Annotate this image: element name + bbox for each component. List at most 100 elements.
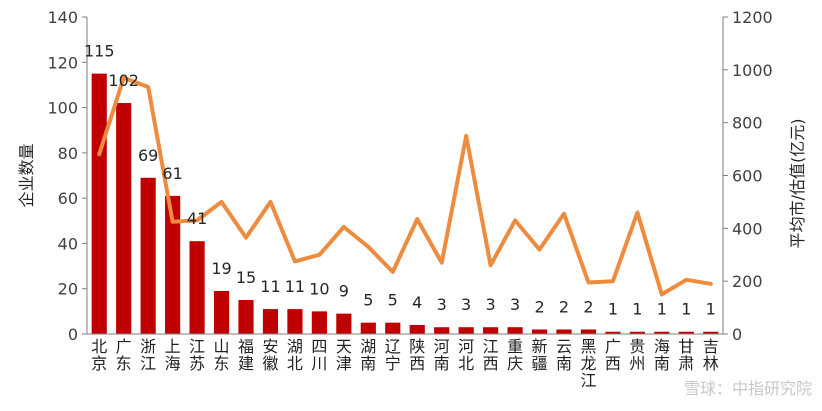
- data-label: 3: [461, 295, 471, 314]
- line-point: [661, 293, 663, 295]
- data-label: 3: [510, 295, 520, 314]
- left-tick-label: 120: [47, 53, 78, 72]
- right-tick-label: 200: [732, 272, 763, 291]
- data-label: 115: [84, 42, 115, 61]
- bar: [434, 327, 450, 334]
- data-label: 2: [534, 297, 544, 316]
- bar: [213, 290, 230, 334]
- bar: [91, 73, 107, 334]
- data-label: 1: [632, 300, 642, 319]
- bar: [654, 331, 670, 334]
- right-tick-label: 1200: [732, 8, 773, 27]
- category-label: 甘肃: [678, 337, 694, 373]
- line-point: [441, 262, 443, 264]
- line-series: [97, 75, 713, 297]
- bar: [629, 331, 645, 334]
- category-label: 安徽: [262, 337, 278, 373]
- data-label: 2: [583, 297, 593, 316]
- category-label: 广西: [605, 337, 621, 373]
- category-label: 天津: [336, 337, 352, 373]
- category-label: 陕西: [409, 337, 425, 373]
- category-label: 湖南: [360, 337, 376, 373]
- line-point: [367, 246, 369, 248]
- bar: [336, 313, 352, 334]
- data-label: 1: [706, 300, 716, 319]
- right-tick-label: 800: [732, 114, 763, 133]
- bar: [311, 311, 327, 334]
- bar: [507, 327, 523, 334]
- category-label: 江西: [483, 337, 499, 373]
- bar: [409, 324, 425, 334]
- data-label: 5: [363, 291, 373, 310]
- data-label: 11: [285, 277, 305, 296]
- bar: [165, 195, 181, 334]
- line-point: [587, 281, 589, 283]
- data-label: 3: [437, 295, 447, 314]
- line-point: [685, 279, 687, 281]
- right-tick-label: 1000: [732, 61, 773, 80]
- bar: [189, 241, 205, 334]
- bar: [678, 331, 694, 334]
- bar: [116, 103, 132, 335]
- category-label: 新疆: [532, 337, 548, 373]
- left-tick-label: 0: [68, 325, 78, 344]
- bar: [580, 329, 597, 334]
- left-tick-label: 100: [47, 99, 78, 118]
- line-point: [269, 201, 271, 203]
- line-point: [539, 248, 541, 250]
- line-point: [294, 260, 296, 262]
- data-label: 1: [657, 300, 667, 319]
- left-tick-label: 20: [58, 280, 78, 299]
- line-point: [392, 271, 394, 273]
- category-label: 浙江: [140, 337, 156, 373]
- data-label: 15: [236, 268, 256, 287]
- data-label: 3: [486, 295, 496, 314]
- line-point: [196, 219, 198, 221]
- category-label: 吉林: [703, 337, 719, 373]
- data-label: 11: [260, 277, 280, 296]
- data-label: 41: [187, 209, 207, 228]
- left-tick-label: 60: [58, 189, 78, 208]
- line-point: [490, 264, 492, 266]
- line-point: [343, 226, 345, 228]
- category-label: 山东: [214, 337, 230, 373]
- data-label: 61: [162, 164, 182, 183]
- bar: [262, 309, 279, 334]
- category-label: 海南: [654, 337, 670, 373]
- category-label: 广东: [116, 337, 132, 373]
- line-point: [514, 219, 516, 221]
- category-label: 上海: [165, 337, 181, 373]
- bar: [238, 300, 254, 334]
- line-point: [465, 135, 467, 137]
- line-point: [172, 221, 174, 223]
- category-label: 湖北: [287, 337, 303, 373]
- line-point: [147, 86, 149, 88]
- data-label: 69: [138, 146, 158, 165]
- data-label: 102: [108, 71, 139, 90]
- category-label: 河南: [434, 337, 450, 373]
- left-tick-label: 140: [47, 8, 78, 27]
- category-label: 江苏: [189, 337, 205, 373]
- data-label: 4: [412, 293, 422, 312]
- line-point: [636, 211, 638, 213]
- bar: [458, 327, 474, 334]
- watermark: 雪球：中指研究院: [684, 379, 812, 398]
- right-tick-label: 400: [732, 219, 763, 238]
- category-label: 福建: [238, 337, 254, 373]
- category-label: 北京: [91, 337, 107, 373]
- bar: [556, 329, 572, 334]
- bar: [385, 322, 401, 334]
- line-point: [245, 237, 247, 239]
- bar: [483, 327, 499, 334]
- line-point: [710, 283, 712, 285]
- data-label: 9: [339, 282, 349, 301]
- y2-axis-title: 平均市/估值(亿元): [788, 119, 807, 249]
- y-axis-title: 企业数量: [17, 143, 36, 207]
- data-label: 19: [211, 259, 231, 278]
- data-label: 5: [388, 291, 398, 310]
- category-label: 辽宁: [385, 337, 401, 373]
- bar: [360, 322, 376, 334]
- data-label: 2: [559, 297, 569, 316]
- bar: [605, 331, 621, 334]
